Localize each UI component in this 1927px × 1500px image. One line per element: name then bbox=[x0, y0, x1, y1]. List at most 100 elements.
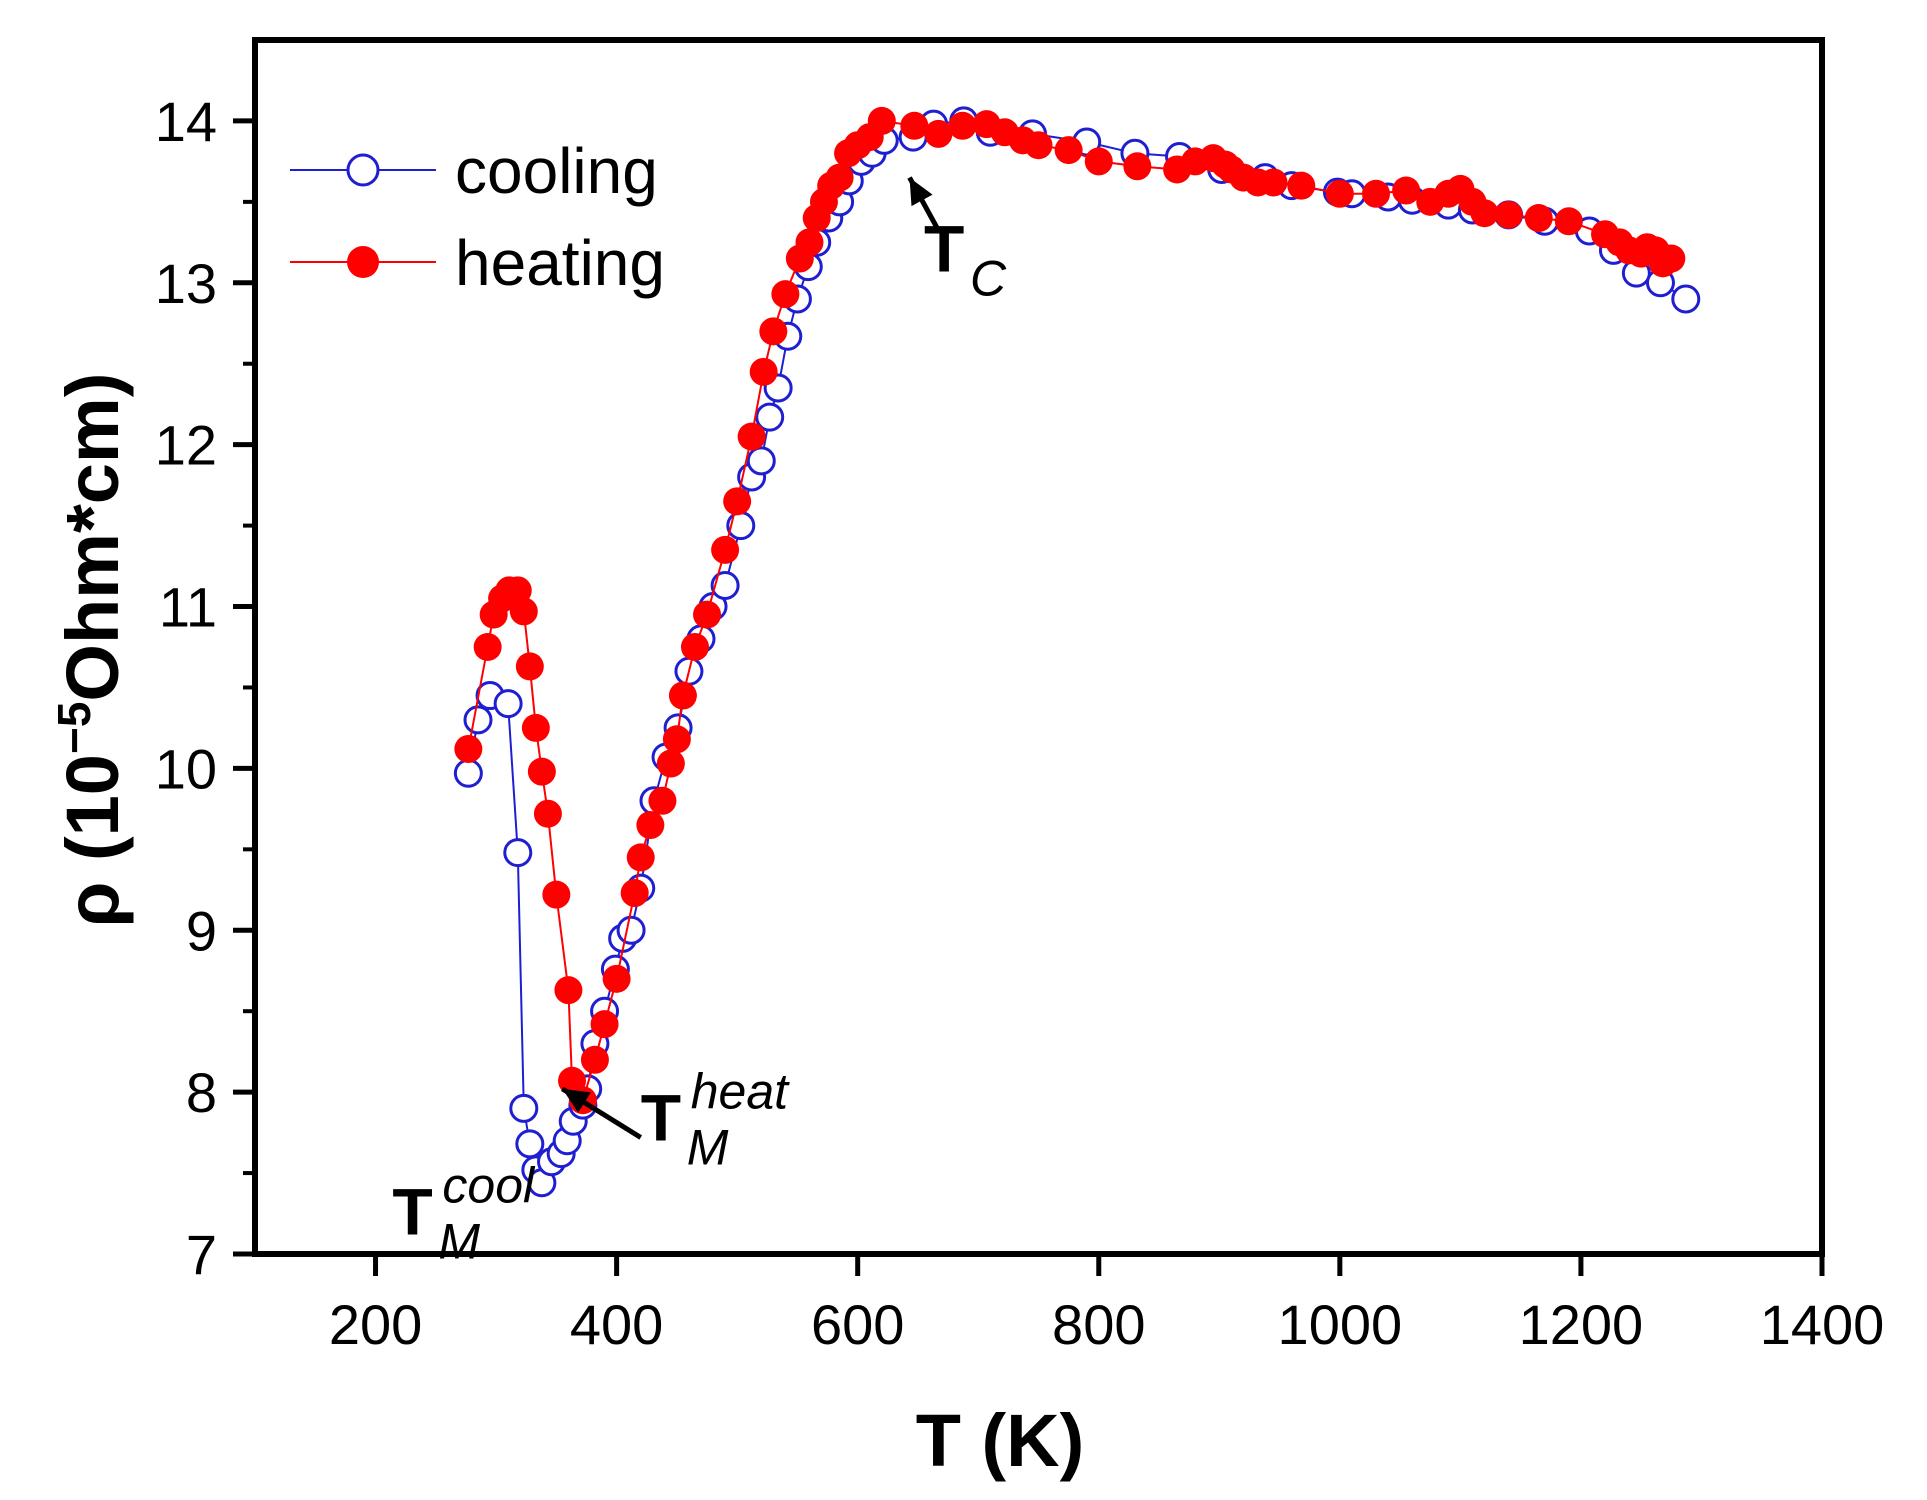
legend-marker-heating bbox=[347, 246, 379, 278]
annotation-arrow-head bbox=[562, 1088, 591, 1113]
data-point-cooling bbox=[515, 1129, 545, 1159]
data-point-heating bbox=[924, 119, 953, 148]
data-point-heating bbox=[636, 811, 665, 840]
data-point-heating bbox=[454, 734, 483, 763]
data-point-heating bbox=[590, 1010, 619, 1039]
annotation-label: T bbox=[392, 1175, 432, 1249]
data-point-heating bbox=[900, 111, 929, 140]
x-tick-label: 200 bbox=[329, 1293, 422, 1356]
data-point-heating bbox=[749, 357, 778, 386]
data-point-heating bbox=[515, 652, 544, 681]
data-point-heating bbox=[723, 487, 752, 516]
data-point-heating bbox=[509, 597, 538, 626]
data-point-cooling bbox=[1671, 284, 1701, 314]
legend-item-cooling: cooling bbox=[290, 135, 658, 207]
y-axis-title-tail: Ohm*cm) bbox=[51, 373, 134, 702]
legend-label-heating: heating bbox=[455, 227, 665, 299]
data-point-heating bbox=[759, 317, 788, 346]
data-point-cooling bbox=[616, 915, 646, 945]
data-point-heating bbox=[1054, 136, 1083, 165]
data-point-heating bbox=[648, 786, 677, 815]
data-point-heating bbox=[580, 1045, 609, 1074]
data-point-heating bbox=[602, 964, 631, 993]
data-point-heating bbox=[542, 880, 571, 909]
data-point-heating bbox=[554, 976, 583, 1005]
data-point-heating bbox=[1024, 131, 1053, 160]
data-point-heating bbox=[1657, 244, 1686, 273]
data-point-heating bbox=[1325, 179, 1354, 208]
y-tick-label: 13 bbox=[155, 252, 217, 315]
annotation-superscript: cool bbox=[442, 1158, 536, 1214]
data-point-cooling bbox=[463, 705, 493, 735]
legend-item-heating: heating bbox=[290, 227, 665, 299]
y-tick-label: 12 bbox=[155, 414, 217, 477]
data-point-heating bbox=[626, 843, 655, 872]
y-tick-label: 14 bbox=[155, 90, 217, 153]
data-point-heating bbox=[1494, 200, 1523, 229]
x-tick-label: 1400 bbox=[1760, 1293, 1885, 1356]
x-axis-title: T (K) bbox=[916, 1399, 1085, 1482]
data-point-heating bbox=[1287, 171, 1316, 200]
data-point-heating bbox=[795, 228, 824, 257]
data-point-cooling bbox=[746, 446, 776, 476]
data-point-heating bbox=[771, 280, 800, 309]
annotation-label: T bbox=[924, 211, 964, 285]
annotation-arrow-head bbox=[909, 177, 933, 207]
data-point-heating bbox=[533, 799, 562, 828]
legend: cooling heating bbox=[290, 135, 665, 299]
data-point-heating bbox=[1470, 199, 1499, 228]
tick-labels: 200 400 600 800 1000 1200 1400 7 8 9 10 11 12 13 14 bbox=[155, 90, 1885, 1356]
x-tick-label: 1000 bbox=[1278, 1293, 1403, 1356]
x-tick-label: 1200 bbox=[1519, 1293, 1644, 1356]
annotation-subscript: M bbox=[687, 1120, 729, 1176]
annotation-label: T bbox=[641, 1081, 681, 1155]
data-point-heating bbox=[668, 681, 697, 710]
legend-marker-cooling bbox=[346, 153, 380, 187]
annotation-subscript: C bbox=[970, 250, 1007, 306]
data-point-heating bbox=[867, 106, 896, 135]
x-tick-label: 600 bbox=[811, 1293, 904, 1356]
data-point-heating bbox=[1524, 204, 1553, 233]
data-point-heating bbox=[521, 713, 550, 742]
y-tick-label: 11 bbox=[159, 576, 217, 639]
y-axis-title-main: ρ (10 bbox=[51, 754, 134, 927]
data-point-heating bbox=[737, 422, 766, 451]
legend-label-cooling: cooling bbox=[455, 135, 658, 207]
data-point-cooling bbox=[493, 689, 523, 719]
data-point-cooling bbox=[509, 1093, 539, 1123]
y-axis-title: ρ (10−5Ohm*cm) bbox=[48, 373, 134, 928]
data-point-cooling bbox=[710, 570, 740, 600]
data-point-heating bbox=[693, 600, 722, 629]
data-point-heating bbox=[1084, 147, 1113, 176]
data-point-heating bbox=[620, 879, 649, 908]
data-point-heating bbox=[948, 111, 977, 140]
y-tick-label: 8 bbox=[186, 1061, 217, 1124]
x-tick-label: 400 bbox=[570, 1293, 663, 1356]
data-point-heating bbox=[711, 535, 740, 564]
data-point-cooling bbox=[453, 758, 483, 788]
data-point-heating bbox=[662, 725, 691, 754]
y-tick-label: 9 bbox=[186, 899, 217, 962]
annotation-subscript: M bbox=[438, 1214, 480, 1270]
y-tick-label: 7 bbox=[186, 1223, 217, 1286]
data-point-heating bbox=[1392, 176, 1421, 205]
data-point-cooling bbox=[503, 838, 533, 868]
y-tick-label: 10 bbox=[155, 737, 217, 800]
data-point-heating bbox=[1362, 179, 1391, 208]
annotation-superscript: heat bbox=[691, 1064, 790, 1120]
series-layer bbox=[453, 106, 1701, 1198]
data-point-heating bbox=[503, 576, 532, 605]
y-axis-title-sup: −5 bbox=[48, 702, 100, 754]
data-point-heating bbox=[680, 633, 709, 661]
data-point-heating bbox=[473, 633, 502, 661]
data-point-heating bbox=[656, 749, 685, 778]
data-point-heating bbox=[1554, 207, 1583, 236]
data-point-heating bbox=[825, 163, 854, 192]
data-point-heating bbox=[1123, 152, 1152, 181]
data-point-heating bbox=[527, 757, 556, 786]
